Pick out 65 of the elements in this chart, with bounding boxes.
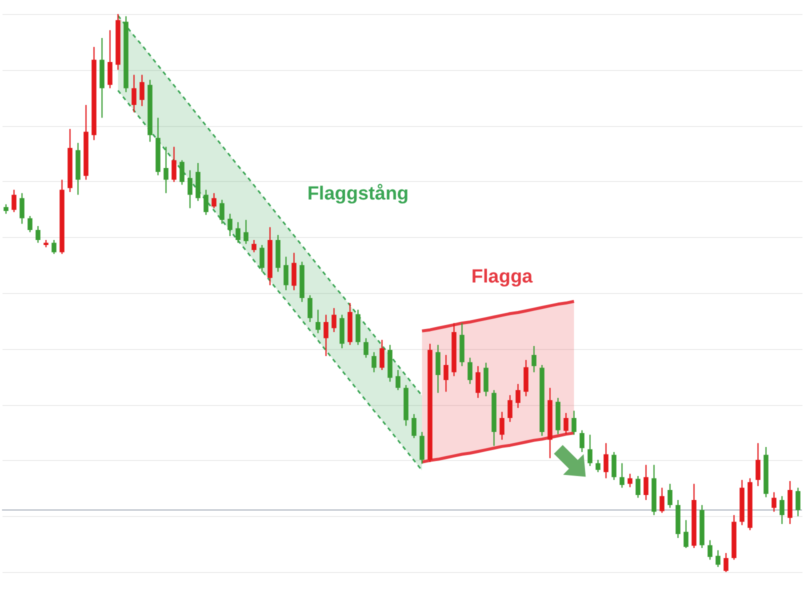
candlestick xyxy=(604,442,608,479)
candlestick xyxy=(140,74,144,107)
candlestick xyxy=(364,338,368,358)
candlestick xyxy=(668,483,672,508)
candlestick xyxy=(420,431,424,464)
candlestick xyxy=(484,362,488,397)
candlestick xyxy=(132,74,136,113)
candlestick xyxy=(564,412,568,435)
candlestick xyxy=(252,239,256,253)
candlestick xyxy=(780,496,784,525)
candlestick xyxy=(660,487,664,514)
candlestick xyxy=(508,394,512,422)
candlestick xyxy=(444,354,448,392)
candlestick xyxy=(756,442,760,487)
candlestick xyxy=(708,540,712,560)
candlestick xyxy=(188,170,192,209)
candlestick xyxy=(532,345,536,373)
candlestick xyxy=(324,314,328,357)
candlestick xyxy=(684,520,688,549)
candlestick xyxy=(236,222,240,244)
candlestick xyxy=(516,383,520,409)
candlestick xyxy=(572,410,576,436)
candlestick xyxy=(396,369,400,391)
candlestick xyxy=(412,413,416,439)
candlestick xyxy=(468,357,472,385)
candlestick xyxy=(52,239,56,255)
candlestick xyxy=(12,189,16,213)
candlestick xyxy=(212,192,216,209)
candlestick xyxy=(636,475,640,498)
candlestick xyxy=(292,252,296,291)
candlestick xyxy=(36,225,40,244)
candlestick xyxy=(308,294,312,323)
candlestick xyxy=(244,219,248,244)
candlestick xyxy=(4,204,8,214)
candlestick xyxy=(332,307,336,333)
candlestick xyxy=(220,199,224,224)
candlestick xyxy=(596,459,600,473)
candlestick xyxy=(172,146,176,183)
candlestick xyxy=(500,411,504,440)
candlestick xyxy=(164,146,168,194)
candlestick xyxy=(620,462,624,488)
candlestick xyxy=(612,451,616,481)
candlestick xyxy=(228,213,232,237)
candlestick xyxy=(180,160,184,186)
candlestick xyxy=(588,434,592,467)
candlestick xyxy=(628,473,632,488)
candlestick xyxy=(380,339,384,371)
candlestick xyxy=(284,256,288,291)
series-label: Flagga xyxy=(471,266,534,288)
candlestick xyxy=(108,30,112,89)
candlestick xyxy=(716,550,720,568)
candlestick xyxy=(476,366,480,399)
candlestick xyxy=(724,552,728,573)
candlestick xyxy=(580,430,584,453)
series-label: Flaggstång xyxy=(307,183,409,204)
candlestick xyxy=(372,352,376,373)
candlestick xyxy=(20,192,24,224)
candlestick xyxy=(772,492,776,512)
candlestick xyxy=(796,487,800,517)
candlestick xyxy=(644,464,648,501)
candlestick xyxy=(260,244,264,272)
candlestick xyxy=(28,215,32,233)
candlestick xyxy=(204,189,208,216)
candlestick xyxy=(436,344,440,394)
candlestick xyxy=(316,309,320,334)
